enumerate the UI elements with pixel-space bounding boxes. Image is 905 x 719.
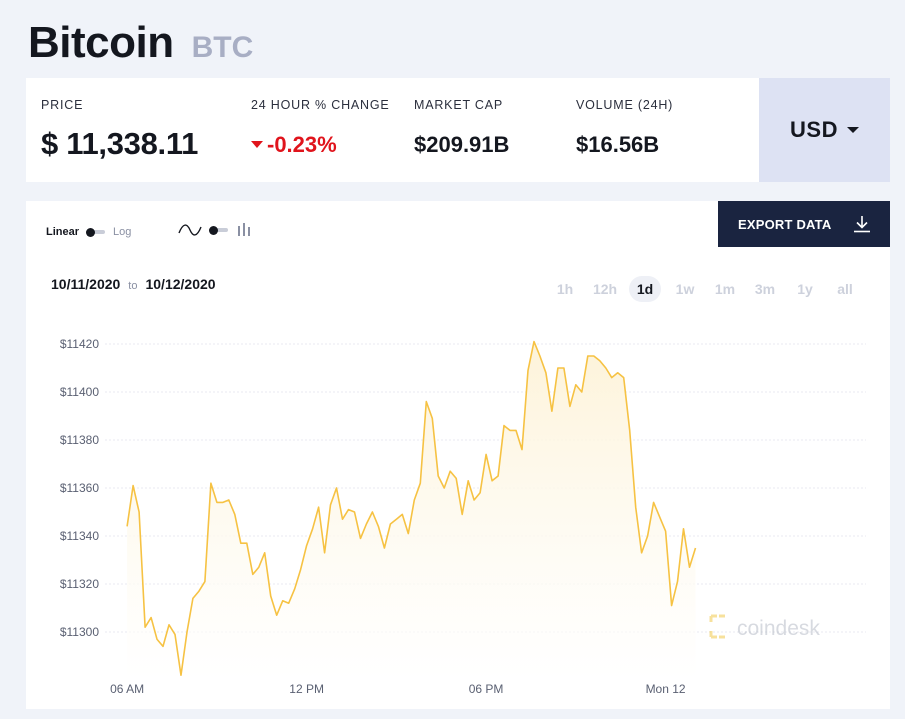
coindesk-watermark: coindesk xyxy=(709,614,820,640)
scale-toggle[interactable]: Linear Log xyxy=(46,226,131,238)
volume-value: $16.56B xyxy=(576,132,660,157)
price-area xyxy=(127,341,696,680)
currency-value: USD xyxy=(790,117,838,142)
market-cap-label: MARKET CAP xyxy=(414,98,504,112)
range-button-all[interactable]: all xyxy=(837,281,853,297)
line-chart-icon[interactable] xyxy=(178,222,202,238)
currency-select[interactable]: USD xyxy=(759,78,890,182)
date-to-word: to xyxy=(128,280,138,292)
linear-label: Linear xyxy=(46,226,80,238)
range-button-1w[interactable]: 1w xyxy=(675,281,695,297)
y-tick-label: $11300 xyxy=(60,625,99,639)
x-tick-label: Mon 12 xyxy=(646,682,686,696)
price-line xyxy=(126,340,697,676)
chart-type-toggle[interactable] xyxy=(178,222,252,238)
switch-knob xyxy=(209,225,218,235)
download-icon xyxy=(854,216,870,233)
range-button-3m[interactable]: 3m xyxy=(754,281,776,297)
range-selector: 1h 12h 1d 1w 1m 3m 1y all xyxy=(545,276,865,302)
price-label: PRICE xyxy=(41,98,84,112)
asset-title: Bitcoin BTC xyxy=(28,18,253,68)
y-tick-label: $11360 xyxy=(60,481,99,495)
y-tick-label: $11380 xyxy=(60,433,99,447)
candlestick-icon[interactable] xyxy=(236,222,252,238)
market-cap-value: $209.91B xyxy=(414,132,510,157)
date-to[interactable]: 10/12/2020 xyxy=(145,276,216,292)
y-tick-label: $11320 xyxy=(60,577,99,591)
change-value-wrap: -0.23% xyxy=(251,132,337,158)
range-button-1y[interactable]: 1y xyxy=(797,281,813,297)
range-button-1d[interactable]: 1d xyxy=(629,276,661,302)
volume-label: VOLUME (24H) xyxy=(576,98,674,112)
switch-knob xyxy=(86,227,96,237)
date-range[interactable]: 10/11/2020 to 10/12/2020 xyxy=(51,276,216,292)
y-tick-label: $11420 xyxy=(60,337,99,351)
down-triangle-icon xyxy=(251,140,263,148)
export-label: EXPORT DATA xyxy=(738,216,832,232)
range-button-12h[interactable]: 12h xyxy=(592,281,618,297)
range-button-1m[interactable]: 1m xyxy=(714,281,736,297)
date-from[interactable]: 10/11/2020 xyxy=(51,276,121,292)
log-label: Log xyxy=(113,226,132,238)
x-tick-label: 12 PM xyxy=(289,682,324,696)
x-tick-label: 06 AM xyxy=(110,682,144,696)
scale-switch[interactable] xyxy=(86,227,106,237)
y-tick-label: $11340 xyxy=(60,529,99,543)
change-label: 24 HOUR % CHANGE xyxy=(251,98,390,112)
chevron-down-icon xyxy=(846,127,859,133)
asset-symbol: BTC xyxy=(191,31,254,64)
asset-name: Bitcoin xyxy=(28,18,174,67)
y-tick-label: $11400 xyxy=(60,385,99,399)
x-tick-label: 06 PM xyxy=(469,682,504,696)
coindesk-logo-icon xyxy=(709,614,725,639)
stats-bar: PRICE $ 11,338.11 24 HOUR % CHANGE -0.23… xyxy=(26,78,759,182)
watermark-text: coindesk xyxy=(737,617,820,640)
change-value: -0.23% xyxy=(267,132,337,157)
chart-type-switch[interactable] xyxy=(209,225,228,235)
range-button-1h[interactable]: 1h xyxy=(556,281,574,297)
export-data-button[interactable]: EXPORT DATA xyxy=(718,201,890,247)
price-value: $ 11,338.11 xyxy=(41,126,199,161)
